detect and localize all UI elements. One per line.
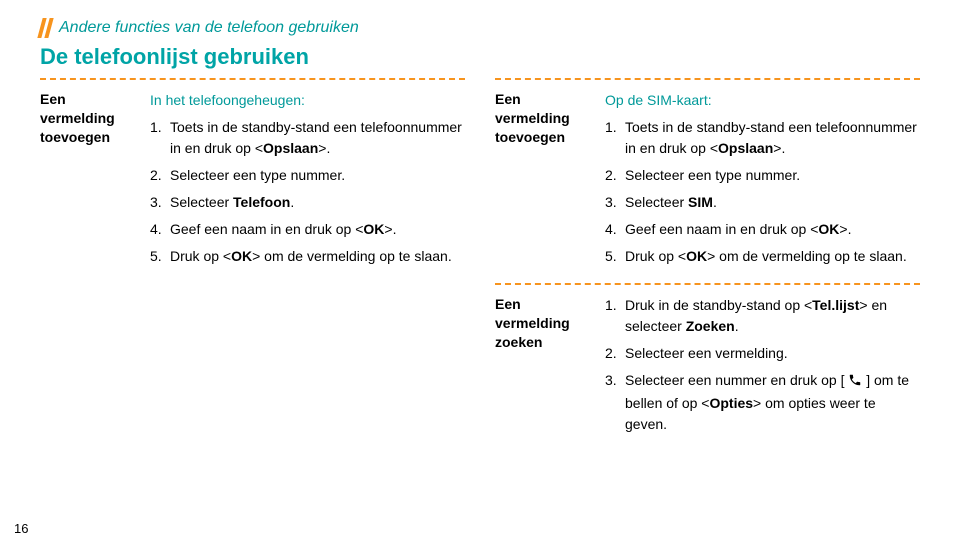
label-text: toevoegen [495, 129, 565, 145]
step-number: 3. [605, 370, 625, 435]
step-number: 5. [150, 246, 170, 267]
section-content: Op de SIM-kaart: 1. Toets in de standby-… [605, 90, 920, 273]
label-text: Een [495, 91, 521, 107]
step: 2. Selecteer een type nummer. [150, 165, 465, 186]
section-add-entry-sim: Een vermelding toevoegen Op de SIM-kaart… [495, 90, 920, 273]
step-text: Selecteer een type nummer. [625, 165, 920, 186]
section-content: 1. Druk in de standby-stand op <Tel.lijs… [605, 295, 920, 441]
label-text: zoeken [495, 334, 542, 350]
step: 3. Selecteer SIM. [605, 192, 920, 213]
step: 4. Geef een naam in en druk op <OK>. [605, 219, 920, 240]
content-columns: Een vermelding toevoegen In het telefoon… [40, 74, 920, 441]
step-text: Selecteer een vermelding. [625, 343, 920, 364]
step: 2. Selecteer een vermelding. [605, 343, 920, 364]
phone-icon [848, 372, 862, 393]
step: 3. Selecteer Telefoon. [150, 192, 465, 213]
divider [495, 283, 920, 285]
header-bar: Andere functies van de telefoon gebruike… [40, 18, 920, 38]
label-text: Een [495, 296, 521, 312]
step-text: Toets in de standby-stand een telefoonnu… [170, 117, 465, 159]
step-number: 1. [605, 117, 625, 159]
step-text: Druk op <OK> om de vermelding op te slaa… [625, 246, 920, 267]
step-text: Selecteer een type nummer. [170, 165, 465, 186]
step: 1. Toets in de standby-stand een telefoo… [150, 117, 465, 159]
label-text: vermelding [495, 315, 570, 331]
step-text: Selecteer SIM. [625, 192, 920, 213]
orange-accent-icon [40, 18, 51, 38]
step-text: Druk op <OK> om de vermelding op te slaa… [170, 246, 465, 267]
step: 5. Druk op <OK> om de vermelding op te s… [150, 246, 465, 267]
label-text: vermelding [495, 110, 570, 126]
step-number: 5. [605, 246, 625, 267]
step: 4. Geef een naam in en druk op <OK>. [150, 219, 465, 240]
divider [495, 78, 920, 80]
step-text: Geef een naam in en druk op <OK>. [170, 219, 465, 240]
step-number: 1. [605, 295, 625, 337]
breadcrumb-title: Andere functies van de telefoon gebruike… [59, 19, 359, 37]
step-number: 1. [150, 117, 170, 159]
step: 1. Druk in de standby-stand op <Tel.lijs… [605, 295, 920, 337]
side-label: Een vermelding toevoegen [40, 90, 150, 147]
step: 2. Selecteer een type nummer. [605, 165, 920, 186]
step-text: Selecteer een nummer en druk op [ ] om t… [625, 370, 920, 435]
section-add-entry-phone: Een vermelding toevoegen In het telefoon… [40, 90, 465, 273]
step-number: 2. [605, 165, 625, 186]
step: 3. Selecteer een nummer en druk op [ ] o… [605, 370, 920, 435]
step-text: Selecteer Telefoon. [170, 192, 465, 213]
section-search-entry: Een vermelding zoeken 1. Druk in de stan… [495, 295, 920, 441]
step: 5. Druk op <OK> om de vermelding op te s… [605, 246, 920, 267]
step-number: 3. [605, 192, 625, 213]
step: 1. Toets in de standby-stand een telefoo… [605, 117, 920, 159]
side-label: Een vermelding zoeken [495, 295, 605, 352]
step-number: 4. [150, 219, 170, 240]
step-number: 3. [150, 192, 170, 213]
step-number: 2. [605, 343, 625, 364]
step-text: Toets in de standby-stand een telefoonnu… [625, 117, 920, 159]
page-number: 16 [14, 521, 28, 536]
section-content: In het telefoongeheugen: 1. Toets in de … [150, 90, 465, 273]
step-number: 2. [150, 165, 170, 186]
column-left: Een vermelding toevoegen In het telefoon… [40, 74, 465, 441]
step-text: Geef een naam in en druk op <OK>. [625, 219, 920, 240]
column-right: Een vermelding toevoegen Op de SIM-kaart… [495, 74, 920, 441]
side-label: Een vermelding toevoegen [495, 90, 605, 147]
step-text: Druk in de standby-stand op <Tel.lijst> … [625, 295, 920, 337]
page-title: De telefoonlijst gebruiken [40, 44, 920, 70]
label-text: Een [40, 91, 66, 107]
sub-heading: In het telefoongeheugen: [150, 90, 465, 111]
divider [40, 78, 465, 80]
sub-heading: Op de SIM-kaart: [605, 90, 920, 111]
step-number: 4. [605, 219, 625, 240]
label-text: vermelding [40, 110, 115, 126]
label-text: toevoegen [40, 129, 110, 145]
